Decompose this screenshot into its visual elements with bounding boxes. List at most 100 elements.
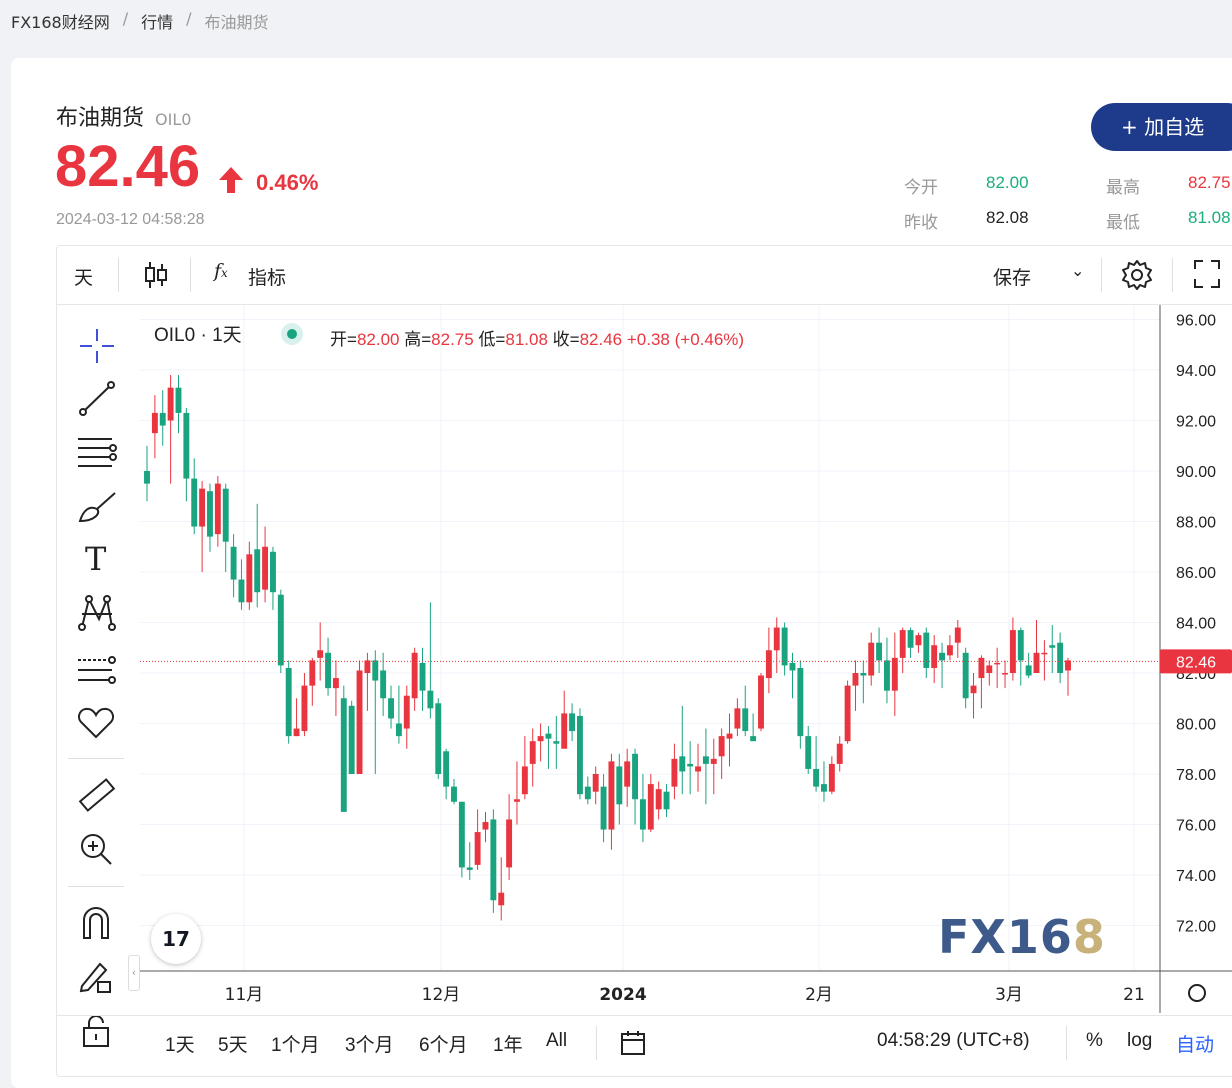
fib-retracement-icon[interactable]: [76, 433, 118, 471]
candle-body: [246, 554, 253, 603]
y-tick-label: 72.00: [1176, 919, 1216, 936]
crosshair-icon[interactable]: [78, 327, 116, 365]
x-tick-label: 11月: [225, 985, 264, 1005]
candle-body: [639, 799, 646, 830]
y-tick-label: 84.00: [1176, 616, 1216, 633]
ruler-icon[interactable]: [78, 776, 116, 814]
candle-body: [372, 660, 379, 681]
candlestick-type-icon[interactable]: [143, 260, 169, 290]
candle-body: [584, 786, 591, 800]
candle-body: [222, 488, 229, 542]
instrument-title: 布油期货 OIL0: [56, 100, 191, 132]
fullscreen-icon[interactable]: [1193, 259, 1221, 289]
candle-body: [994, 662, 1001, 665]
candle-body: [569, 713, 576, 732]
add-watchlist-button[interactable]: + 加自选: [1091, 103, 1232, 151]
candle-body: [537, 736, 544, 742]
candle-body: [632, 753, 639, 800]
date-range-icon[interactable]: [619, 1029, 647, 1057]
percent-toggle[interactable]: %: [1086, 1030, 1103, 1051]
x-tick-label: 3月: [995, 985, 1023, 1005]
ohlc-close: 82.46: [579, 330, 623, 349]
range-5d[interactable]: 5天: [218, 1035, 248, 1056]
candle-body: [207, 491, 213, 537]
candle-body: [773, 627, 780, 651]
candle-body: [561, 713, 568, 749]
candle-body: [277, 594, 284, 666]
breadcrumb-market[interactable]: 行情: [141, 13, 174, 32]
gear-icon[interactable]: [1121, 259, 1153, 291]
log-toggle[interactable]: log: [1127, 1030, 1153, 1051]
x-tick-label: 21: [1123, 985, 1145, 1005]
price-chart[interactable]: 96.00 94.00 92.00 90.00 88.00 86.00 84.00 82.00…: [140, 305, 1232, 1015]
candle-body: [167, 387, 174, 421]
trend-line-icon[interactable]: [78, 380, 116, 418]
range-1d[interactable]: 1天: [165, 1035, 195, 1056]
candle-body: [521, 766, 528, 795]
range-1m[interactable]: 1个月: [271, 1035, 320, 1056]
candle-body: [1002, 673, 1008, 675]
collapse-toolbar-icon[interactable]: ‹: [128, 955, 140, 991]
lock-drawings-icon[interactable]: [78, 958, 114, 994]
heart-icon[interactable]: [77, 706, 115, 740]
range-1y[interactable]: 1年: [493, 1035, 523, 1056]
lock-icon[interactable]: [80, 1014, 112, 1048]
magnet-icon[interactable]: [80, 906, 112, 940]
y-tick-label: 90.00: [1176, 464, 1216, 481]
candle-body: [553, 741, 560, 744]
candle-body: [616, 766, 623, 805]
candle-body: [758, 675, 764, 729]
ohlc-legend: 开=82.00 高=82.75 低=81.08 收=82.46 +0.38 (+…: [330, 325, 744, 350]
candle-body: [506, 819, 513, 868]
interval-selector[interactable]: 天: [74, 267, 94, 289]
candle-body: [592, 774, 599, 792]
save-button[interactable]: 保存: [993, 267, 1032, 289]
axis-settings-icon: [1188, 984, 1206, 1002]
forecast-icon[interactable]: [76, 652, 116, 688]
brush-icon[interactable]: [77, 489, 117, 525]
candle-body: [852, 673, 859, 686]
candle-body: [805, 736, 812, 769]
candle-body: [238, 579, 245, 603]
candle-body: [545, 733, 552, 739]
candle-body: [474, 832, 481, 865]
breadcrumb-home[interactable]: FX168财经网: [11, 13, 110, 32]
text-tool-icon[interactable]: T: [85, 540, 107, 578]
function-icon[interactable]: fx: [214, 260, 228, 282]
zoom-in-icon[interactable]: [78, 831, 114, 867]
pattern-icon[interactable]: [77, 594, 117, 632]
candle-body: [931, 645, 938, 668]
candle-body: [254, 549, 261, 593]
prev-close-value: 82.08: [986, 208, 1029, 227]
chevron-down-icon[interactable]: ⌄: [1071, 261, 1085, 280]
candle-body: [151, 412, 158, 434]
y-tick-label: 96.00: [1176, 313, 1216, 330]
range-3m[interactable]: 3个月: [345, 1035, 394, 1056]
breadcrumb: FX168财经网 / 行情 / 布油期货: [11, 9, 269, 32]
chart-toolbar: [57, 246, 1232, 305]
candle-body: [844, 685, 851, 742]
candle-body: [828, 763, 835, 792]
range-all[interactable]: All: [546, 1030, 568, 1051]
range-6m[interactable]: 6个月: [419, 1035, 468, 1056]
timezone-clock[interactable]: 04:58:29 (UTC+8): [877, 1030, 1030, 1051]
candle-body: [899, 630, 906, 658]
y-tick-label: 94.00: [1176, 363, 1216, 380]
candle-body: [624, 761, 631, 787]
x-tick-label: 12月: [422, 985, 461, 1005]
tradingview-logo[interactable]: 17: [151, 914, 201, 964]
auto-scale-toggle[interactable]: 自动: [1176, 1035, 1215, 1056]
ohlc-change: +0.38 (+0.46%): [626, 330, 745, 349]
candle-body: [183, 412, 190, 479]
candle-body: [876, 642, 883, 661]
ohlc-low: 81.08: [505, 330, 548, 349]
candle-body: [789, 662, 796, 671]
candle-body: [230, 546, 237, 580]
candle-body: [262, 546, 269, 590]
candle-body: [1033, 652, 1040, 673]
indicators-button[interactable]: 指标: [248, 267, 287, 289]
candle-body: [978, 657, 985, 679]
last-price-tag: [1160, 649, 1232, 674]
candle-body: [1025, 665, 1032, 676]
arrow-up-icon: [219, 167, 243, 193]
